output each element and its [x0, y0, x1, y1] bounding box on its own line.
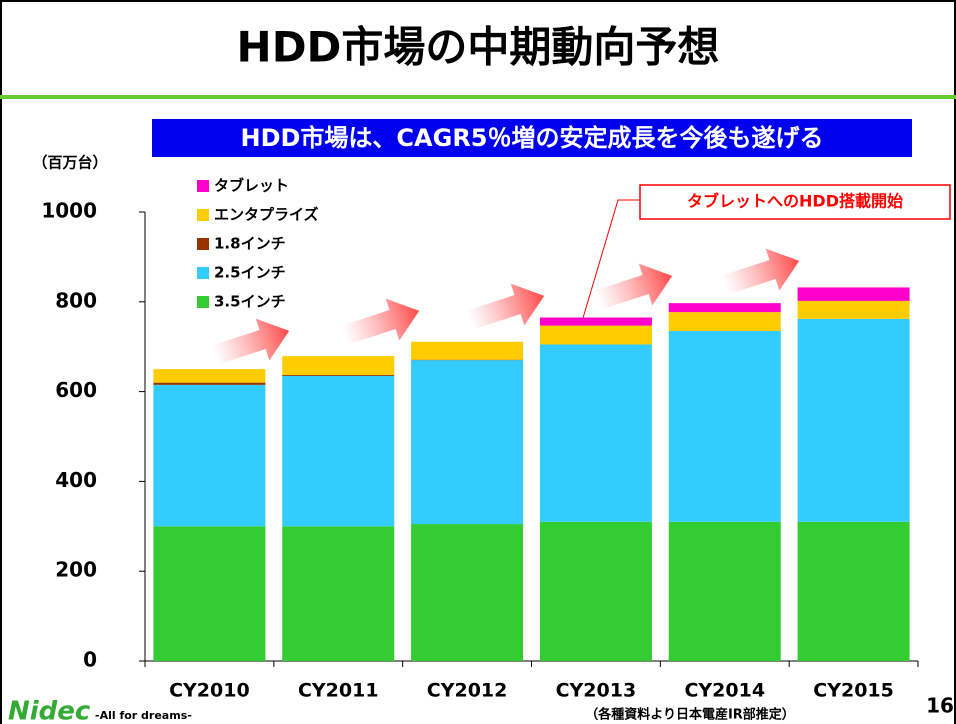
bar-segment	[282, 374, 395, 376]
legend-label: エンタプライズ	[214, 206, 319, 224]
bar-segment	[539, 317, 652, 326]
y-tick-label: 400	[55, 468, 97, 492]
y-tick-label: 800	[55, 288, 97, 312]
bar-segment	[668, 330, 781, 522]
y-tick-label: 200	[55, 558, 97, 582]
bar-segment	[797, 300, 910, 319]
legend-swatch	[197, 180, 209, 192]
trend-arrow	[594, 263, 673, 310]
bar-segment	[153, 382, 266, 385]
x-tick-label: CY2014	[684, 680, 765, 702]
banner-box	[152, 119, 912, 157]
bar-segment	[797, 318, 910, 522]
bar-segment	[153, 369, 266, 383]
bar-segment	[153, 384, 266, 527]
trend-arrows	[211, 248, 800, 365]
legend-label: 1.8インチ	[214, 235, 286, 253]
legend-swatch	[197, 296, 209, 308]
x-tick-label: CY2010	[169, 680, 250, 702]
y-tick-label: 600	[55, 378, 97, 402]
legend-label: タブレット	[214, 177, 289, 195]
x-tick-label: CY2013	[556, 680, 637, 702]
bar-segment	[539, 344, 652, 522]
x-tick-label: CY2012	[427, 680, 508, 702]
bar-segment	[153, 526, 266, 661]
page-number: 16	[926, 694, 954, 718]
source: （各種資料より日本電産IR部推定）	[585, 707, 795, 723]
y-tick-label: 1000	[41, 199, 97, 223]
x-tick-label: CY2015	[813, 680, 894, 702]
legend-label: 2.5インチ	[214, 264, 286, 282]
bar-segment	[539, 325, 652, 345]
trend-arrow	[211, 318, 290, 365]
title-rule	[0, 95, 956, 99]
trend-arrow	[341, 298, 420, 345]
annotation-box	[639, 184, 951, 220]
logo: Nidec	[8, 697, 91, 724]
trend-arrow	[721, 248, 800, 295]
x-tick-label: CY2011	[298, 680, 379, 702]
y-tick-label: 0	[83, 648, 97, 672]
bar-segment	[411, 524, 524, 661]
bar-segment	[282, 526, 395, 661]
banner: HDD市場は、CAGR5％増の安定成長を今後も遂げる	[241, 124, 824, 152]
legend-label: 3.5インチ	[214, 293, 286, 311]
legend-swatch	[197, 238, 209, 250]
legend-swatch	[197, 267, 209, 279]
annotation-leader	[582, 199, 640, 319]
bar-segment	[282, 375, 395, 527]
legend-swatch	[197, 209, 209, 221]
bar-segment	[539, 521, 652, 661]
bar-segment	[668, 303, 781, 313]
bar-segment	[668, 521, 781, 661]
bar-segment	[797, 287, 910, 301]
annotation: タブレットへのHDD搭載開始	[687, 192, 903, 211]
y-axis-label: （百万台）	[32, 154, 107, 172]
bar-segment	[411, 360, 524, 525]
bar-segment	[411, 341, 524, 360]
bar-segment	[668, 312, 781, 331]
bar-segment	[797, 521, 910, 661]
slide-title: HDD市場の中期動向予想	[237, 23, 720, 72]
trend-arrow	[466, 283, 545, 330]
bar-segment	[282, 356, 395, 375]
tagline: -All for dreams-	[95, 709, 192, 722]
